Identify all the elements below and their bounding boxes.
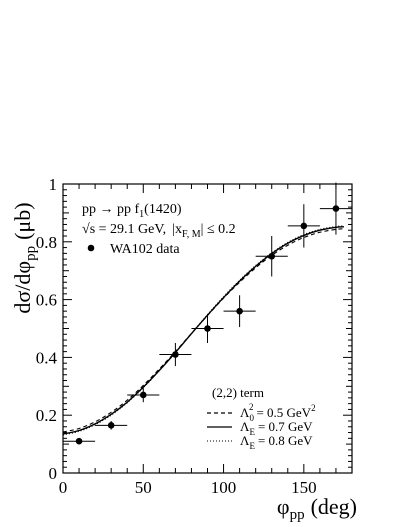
xf-tail: | ≤ 0.2 xyxy=(201,222,236,237)
model-curve-solid xyxy=(62,226,345,435)
x-tick-label: 100 xyxy=(211,478,237,497)
data-legend-label: WA102 data xyxy=(110,242,180,257)
process-sub: 1 xyxy=(139,209,144,220)
y-axis-label-unit: (μb) xyxy=(10,202,35,239)
legend-label-dashed: Λ02 = 0.5 GeV2 xyxy=(240,402,316,423)
y-axis-label-main: dσ/dφ xyxy=(10,261,35,314)
x-axis-title: φpp (deg) xyxy=(277,494,357,523)
data-marker xyxy=(107,422,115,429)
legend-dashed-tail-sup: 2 xyxy=(311,403,316,413)
legend-label-dotted: ΛE = 0.8 GeV xyxy=(240,433,313,451)
process-tail: (1420) xyxy=(144,202,182,217)
data-marker xyxy=(139,391,147,399)
data-point xyxy=(95,420,128,430)
data-point xyxy=(127,387,160,403)
process-main: pp → pp f xyxy=(82,202,140,217)
kinematics-annotation: √s = 29.1 GeV, |xF, M| ≤ 0.2 xyxy=(82,222,236,240)
data-point xyxy=(319,182,352,235)
process-annotation: pp → pp f1(1420) xyxy=(82,202,182,220)
data-marker xyxy=(75,437,83,445)
legend-label-solid: ΛE = 0.7 GeV xyxy=(240,419,313,437)
model-curve-dotted xyxy=(62,225,345,436)
xf-sub: F, M xyxy=(182,229,201,240)
data-marker xyxy=(204,325,211,332)
y-tick-label: 0 xyxy=(49,464,58,483)
y-tick-label: 0.4 xyxy=(36,348,58,367)
legend-dotted-main: Λ xyxy=(240,433,250,448)
data-points xyxy=(63,182,352,445)
data-point xyxy=(63,437,96,445)
data-point xyxy=(191,314,224,343)
legend-solid-sub: E xyxy=(249,427,255,437)
data-marker xyxy=(236,307,243,315)
legend-dashed-sup: 2 xyxy=(249,402,254,412)
data-point xyxy=(287,204,320,248)
xf-label: |x xyxy=(172,222,182,237)
model-legend-title: (2,2) term xyxy=(212,385,264,400)
x-axis-label-main: φ xyxy=(277,494,290,519)
y-axis-title: dσ/dφpp (μb) xyxy=(10,202,39,313)
model-curve-dashed xyxy=(62,228,345,433)
data-legend-marker xyxy=(87,244,95,252)
x-tick-label: 150 xyxy=(291,478,317,497)
data-marker xyxy=(300,222,308,230)
legend-dashed-sub: 0 xyxy=(249,413,254,423)
x-axis-label-sub: pp xyxy=(290,507,305,523)
data-marker xyxy=(332,205,340,212)
axis-tick-labels: 0 50 100 150 0 0.2 0.4 0.6 0.8 1 xyxy=(36,175,317,497)
x-axis-label-unit: (deg) xyxy=(311,494,357,519)
y-tick-label: 0.2 xyxy=(36,406,57,425)
y-axis-label-sub: pp xyxy=(23,246,39,261)
y-tick-label: 0.6 xyxy=(36,291,57,310)
data-point xyxy=(255,236,288,277)
data-marker xyxy=(172,351,179,358)
legend-solid-main: Λ xyxy=(240,419,250,434)
legend-dotted-tail: = 0.8 GeV xyxy=(258,433,313,448)
legend-dotted-sub: E xyxy=(249,441,255,451)
x-tick-label: 0 xyxy=(59,478,68,497)
legend-dashed-main: Λ xyxy=(240,405,250,420)
data-point xyxy=(159,342,192,367)
sqrt-symbol: √ xyxy=(82,222,90,237)
data-point xyxy=(223,295,256,328)
data-marker xyxy=(268,252,276,260)
energy-value: s = 29.1 GeV, xyxy=(90,222,166,237)
axis-ticks xyxy=(62,183,353,474)
x-tick-label: 50 xyxy=(135,478,152,497)
legend-dashed-tail: = 0.5 GeV xyxy=(256,405,311,420)
y-tick-label: 0.8 xyxy=(36,233,57,252)
model-curves xyxy=(62,225,345,436)
legend-solid-tail: = 0.7 GeV xyxy=(258,419,313,434)
y-tick-label: 1 xyxy=(49,175,58,194)
